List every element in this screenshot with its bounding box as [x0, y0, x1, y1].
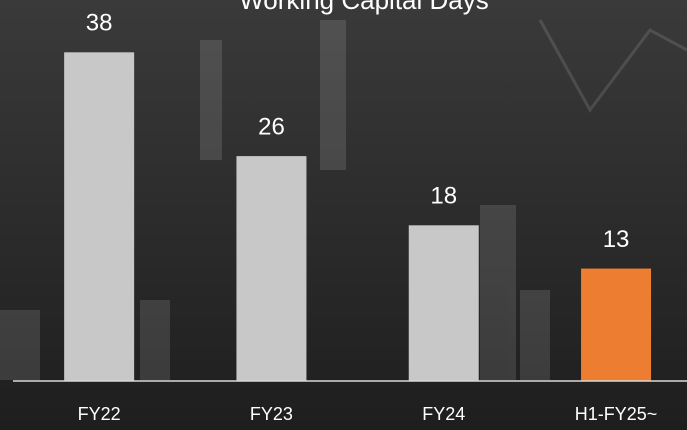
value-label: 38 — [86, 10, 113, 37]
x-tick-label: FY24 — [422, 404, 465, 424]
bar — [408, 225, 479, 381]
background-decoration — [0, 19, 687, 380]
value-label: 26 — [258, 113, 285, 140]
bar — [236, 156, 307, 381]
bar — [581, 268, 652, 381]
bar — [64, 52, 135, 382]
x-tick-label: H1-FY25~ — [575, 404, 658, 424]
x-tick-label: FY22 — [78, 404, 121, 424]
x-tick-label: FY23 — [250, 404, 293, 424]
value-label: 13 — [603, 226, 630, 253]
value-label: 18 — [430, 183, 457, 210]
chart-title: Working Capital Days — [239, 0, 489, 15]
